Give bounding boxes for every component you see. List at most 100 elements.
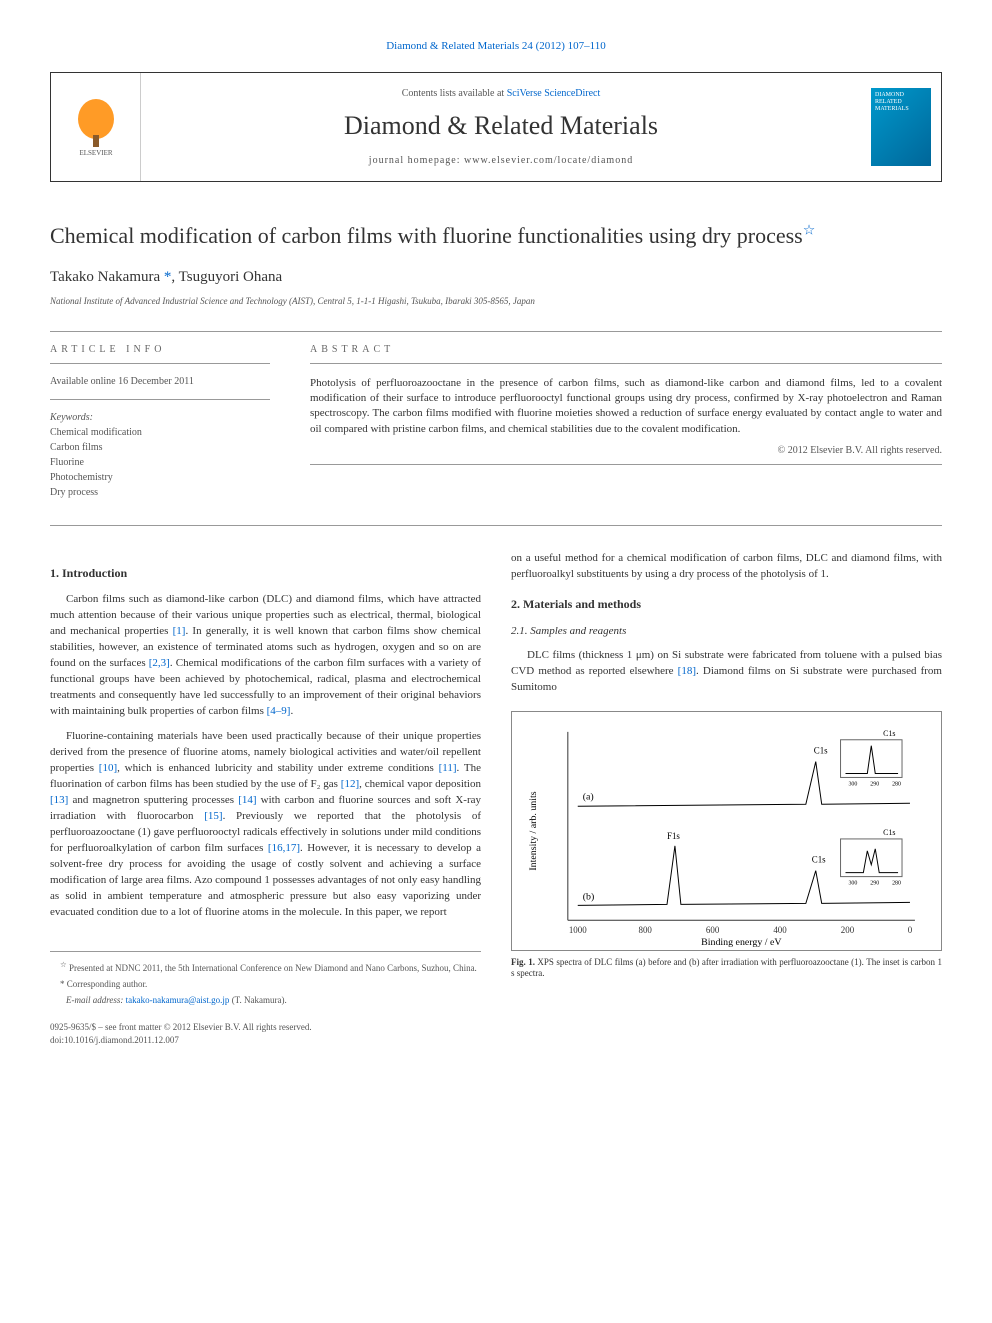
article-title: Chemical modification of carbon films wi… [50, 222, 942, 251]
footnotes: ☆ Presented at NDNC 2011, the 5th Intern… [50, 951, 481, 1007]
journal-cover-icon: DIAMOND RELATED MATERIALS [871, 88, 931, 166]
ref-link[interactable]: [11] [439, 762, 457, 774]
email-suffix: (T. Nakamura). [229, 995, 286, 1005]
intro-p2: Fluorine-containing materials have been … [50, 729, 481, 920]
figure-caption: Fig. 1. XPS spectra of DLC films (a) bef… [511, 957, 942, 980]
ref-link[interactable]: [1] [173, 625, 186, 637]
divider [50, 363, 270, 364]
issn-line: 0925-9635/$ – see front matter © 2012 El… [50, 1021, 481, 1034]
column-right: on a useful method for a chemical modifi… [511, 551, 942, 1047]
ylabel: Intensity / arb. units [528, 791, 539, 870]
svg-text:(b): (b) [583, 891, 595, 902]
journal-header: ELSEVIER Contents lists available at Sci… [50, 72, 942, 182]
intro-p1: Carbon films such as diamond-like carbon… [50, 592, 481, 720]
svg-text:0: 0 [908, 925, 913, 935]
doi-line: doi:10.1016/j.diamond.2011.12.007 [50, 1034, 481, 1047]
xps-plot: Intensity / arb. units Binding energy / … [511, 711, 942, 951]
publisher-logo-cell: ELSEVIER [51, 73, 141, 181]
authors-line: Takako Nakamura *, Tsuguyori Ohana [50, 269, 942, 286]
body-text: and magnetron sputtering processes [68, 794, 238, 806]
svg-text:300: 300 [848, 880, 857, 886]
divider [50, 331, 942, 332]
footnote-star: ☆ Presented at NDNC 2011, the 5th Intern… [50, 960, 481, 975]
figure-1: Intensity / arb. units Binding energy / … [511, 711, 942, 980]
abstract-block: ABSTRACT Photolysis of perfluoroazooctan… [310, 344, 942, 500]
figure-label: Fig. 1. [511, 957, 535, 967]
svg-text:290: 290 [870, 781, 879, 787]
sciverse-link[interactable]: SciVerse ScienceDirect [507, 88, 601, 99]
body-columns: 1. Introduction Carbon films such as dia… [50, 551, 942, 1047]
title-footnote-star-icon[interactable]: ☆ [803, 224, 816, 239]
footnote-text: Presented at NDNC 2011, the 5th Internat… [67, 963, 477, 973]
article-history: Available online 16 December 2011 [50, 376, 270, 387]
keyword: Chemical modification [50, 425, 270, 440]
email-label: E-mail address: [66, 995, 126, 1005]
footnote-text: Corresponding author. [65, 979, 148, 989]
keywords-label: Keywords: [50, 412, 270, 423]
body-text: , which is enhanced lubricity and stabil… [117, 762, 438, 774]
divider [50, 399, 270, 400]
body-text: . [290, 705, 293, 717]
svg-text:F1s: F1s [667, 831, 680, 841]
svg-text:280: 280 [892, 880, 901, 886]
affiliation: National Institute of Advanced Industria… [50, 296, 942, 306]
elsevier-logo-icon: ELSEVIER [71, 97, 121, 157]
ref-link[interactable]: [12] [341, 778, 359, 790]
svg-text:400: 400 [773, 925, 787, 935]
svg-text:C1s: C1s [883, 728, 895, 737]
title-text: Chemical modification of carbon films wi… [50, 223, 803, 248]
homepage-prefix: journal homepage: [369, 155, 464, 166]
footnote-corr: * Corresponding author. [50, 978, 481, 991]
ref-link[interactable]: [10] [99, 762, 117, 774]
contents-line: Contents lists available at SciVerse Sci… [151, 88, 851, 99]
star-icon: ☆ [60, 960, 67, 969]
author-2[interactable]: , Tsuguyori Ohana [171, 269, 282, 285]
keyword: Fluorine [50, 455, 270, 470]
journal-cover-cell: DIAMOND RELATED MATERIALS [861, 73, 941, 181]
footer-meta: 0925-9635/$ – see front matter © 2012 El… [50, 1021, 481, 1047]
abstract-copyright: © 2012 Elsevier B.V. All rights reserved… [310, 445, 942, 456]
ref-link[interactable]: [13] [50, 794, 68, 806]
ref-link[interactable]: [2,3] [149, 657, 170, 669]
footnote-email: E-mail address: takako-nakamura@aist.go.… [50, 994, 481, 1007]
article-info-label: ARTICLE INFO [50, 344, 270, 355]
ref-link[interactable]: [14] [238, 794, 256, 806]
email-link[interactable]: takako-nakamura@aist.go.jp [126, 995, 230, 1005]
svg-text:1000: 1000 [569, 925, 587, 935]
contents-prefix: Contents lists available at [402, 88, 507, 99]
article-info-block: ARTICLE INFO Available online 16 Decembe… [50, 344, 270, 500]
ref-link[interactable]: [4–9] [267, 705, 291, 717]
homepage-url[interactable]: www.elsevier.com/locate/diamond [464, 155, 633, 166]
divider [310, 363, 942, 364]
body-text: , chemical vapor deposition [359, 778, 481, 790]
svg-text:(a): (a) [583, 791, 594, 802]
journal-title: Diamond & Related Materials [151, 111, 851, 141]
svg-text:C1s: C1s [812, 854, 826, 864]
ref-link[interactable]: [18] [678, 665, 696, 677]
ref-link[interactable]: [16,17] [268, 842, 300, 854]
svg-text:800: 800 [639, 925, 653, 935]
divider [310, 464, 942, 465]
abstract-text: Photolysis of perfluoroazooctane in the … [310, 376, 942, 438]
journal-header-center: Contents lists available at SciVerse Sci… [141, 73, 861, 181]
keywords-list: Chemical modification Carbon films Fluor… [50, 425, 270, 500]
abstract-label: ABSTRACT [310, 344, 942, 355]
meta-row: ARTICLE INFO Available online 16 Decembe… [50, 344, 942, 500]
intro-heading: 1. Introduction [50, 565, 481, 582]
xlabel: Binding energy / eV [701, 937, 782, 948]
svg-text:C1s: C1s [814, 745, 828, 755]
col2-p1: on a useful method for a chemical modifi… [511, 551, 942, 583]
svg-text:290: 290 [870, 880, 879, 886]
keyword: Photochemistry [50, 470, 270, 485]
svg-text:280: 280 [892, 781, 901, 787]
ref-link[interactable]: [15] [204, 810, 222, 822]
keyword: Dry process [50, 485, 270, 500]
svg-text:600: 600 [706, 925, 720, 935]
samples-heading: 2.1. Samples and reagents [511, 624, 942, 640]
svg-text:200: 200 [841, 925, 855, 935]
author-1[interactable]: Takako Nakamura [50, 269, 160, 285]
svg-text:300: 300 [848, 781, 857, 787]
divider [50, 525, 942, 526]
journal-issue-link[interactable]: Diamond & Related Materials 24 (2012) 10… [50, 40, 942, 52]
methods-p1: DLC films (thickness 1 μm) on Si substra… [511, 648, 942, 696]
